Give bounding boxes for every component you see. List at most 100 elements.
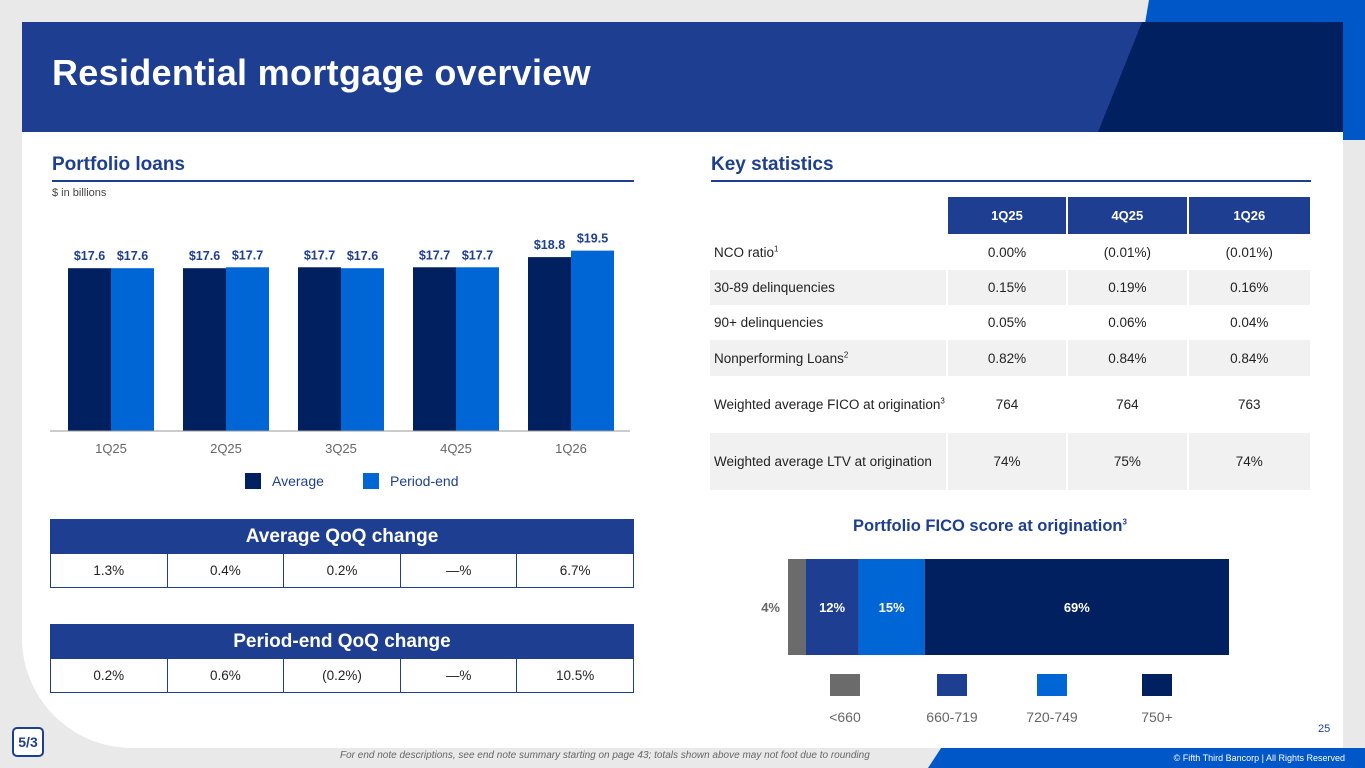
bar-value-label: $17.6 [117, 249, 148, 263]
footer-accent [928, 748, 1365, 768]
key-statistics-title: Key statistics [711, 154, 834, 175]
fico-segment-label: 12% [819, 600, 845, 615]
table-cell: 0.84% [1186, 340, 1310, 376]
table-header-row: 1Q25 4Q25 1Q26 [710, 197, 1310, 234]
key-statistics-table: 1Q25 4Q25 1Q26 NCO ratio1 0.00% (0.01%) … [710, 197, 1310, 490]
average-qoq-cell: 6.7% [559, 563, 591, 578]
fico-chart-title-text: Portfolio FICO score at origination [853, 517, 1123, 535]
bar-value-label: $17.6 [74, 249, 105, 263]
portfolio-loans-title: Portfolio loans [52, 154, 185, 175]
footnote-ref: 1 [774, 244, 779, 253]
key-statistics-rule [711, 180, 1311, 182]
table-cell: 764 [1066, 376, 1188, 433]
legend-period-end-label: Period-end [390, 473, 459, 489]
fico-segment-label: 69% [1064, 600, 1090, 615]
row-label: 30-89 delinquencies [710, 270, 947, 305]
bar-period-end [341, 268, 384, 431]
table-cell: 0.84% [1066, 340, 1188, 376]
table-cell: 0.06% [1066, 305, 1188, 340]
fico-legend-swatch [937, 674, 967, 696]
fico-segment [805, 559, 859, 655]
fico-legend-label: <660 [829, 709, 861, 725]
page-title: Residential mortgage overview [52, 52, 591, 93]
row-label: Weighted average LTV at origination [710, 433, 947, 490]
table-cell: 764 [945, 376, 1068, 433]
average-qoq-row: 1.3% 0.4% 0.2% —% 6.7% [50, 554, 634, 588]
page-number: 25 [1318, 723, 1331, 735]
copyright: © Fifth Third Bancorp | All Rights Reser… [1173, 753, 1345, 763]
bar-value-label: $19.5 [577, 232, 608, 246]
row-label: Nonperforming Loans2 [710, 340, 947, 376]
column-header: 1Q26 [1186, 197, 1310, 234]
fifth-third-logo-icon: 5/3 [12, 727, 44, 757]
row-label: Weighted average FICO at origination3 [710, 376, 947, 433]
fico-legend-label: 750+ [1141, 709, 1173, 725]
table-cell: (0.01%) [1066, 234, 1188, 270]
segment-group: 4% 12% 15% 69% [761, 559, 1229, 655]
average-qoq-cell: —% [401, 554, 518, 587]
average-qoq-cell: 0.2% [284, 554, 401, 587]
bar-value-label: $17.6 [347, 249, 378, 263]
portfolio-loans-rule [52, 180, 634, 182]
column-header: 4Q25 [1066, 197, 1188, 234]
table-cell: 74% [1186, 433, 1310, 490]
legend-average: Average [245, 473, 324, 489]
legend-period-end: Period-end [363, 473, 459, 489]
table-cell: 0.15% [945, 270, 1068, 305]
x-tick-label: 4Q25 [440, 441, 472, 456]
bar-average [183, 268, 226, 431]
period-end-qoq-table: Period-end QoQ change 0.2% 0.6% (0.2%) —… [50, 624, 634, 693]
x-tick-label: 1Q26 [555, 441, 587, 456]
column-header: 1Q25 [945, 197, 1068, 234]
fico-legend-label: 720-749 [1026, 709, 1078, 725]
fico-legend-swatch [1037, 674, 1067, 696]
period-end-qoq-cell: (0.2%) [284, 659, 401, 692]
x-tick-label: 3Q25 [325, 441, 357, 456]
period-end-qoq-cell: —% [401, 659, 518, 692]
fico-chart-title: Portfolio FICO score at origination3 [853, 517, 1127, 536]
table-header-blank [710, 197, 947, 234]
bar-period-end [456, 267, 499, 431]
fico-segment [924, 559, 1229, 655]
table-cell: 75% [1066, 433, 1188, 490]
bar-value-label: $18.8 [534, 238, 565, 252]
period-end-qoq-title: Period-end QoQ change [50, 624, 634, 659]
units-note: $ in billions [52, 187, 107, 199]
period-end-qoq-cell: 0.2% [51, 659, 168, 692]
bar-period-end [226, 267, 269, 431]
fico-legend-swatch [830, 674, 860, 696]
footer-note: For end note descriptions, see end note … [340, 750, 870, 761]
bar-average [528, 257, 571, 431]
fico-legend-swatch [1142, 674, 1172, 696]
row-label-text: Nonperforming Loans [714, 350, 844, 366]
bar-value-label: $17.7 [232, 248, 263, 262]
bar-average [68, 268, 111, 431]
footnote-ref: 3 [1122, 517, 1127, 527]
legend-average-swatch [245, 473, 261, 489]
bar-period-end [111, 268, 154, 431]
bar-value-label: $17.7 [462, 248, 493, 262]
table-row: 30-89 delinquencies 0.15% 0.19% 0.16% [710, 270, 1310, 305]
legend-average-label: Average [272, 473, 324, 489]
x-tick-label: 2Q25 [210, 441, 242, 456]
average-qoq-title: Average QoQ change [50, 519, 634, 554]
row-label-text: NCO ratio [714, 244, 775, 260]
table-row: Weighted average LTV at origination 74% … [710, 433, 1310, 490]
footnote-ref: 2 [843, 350, 849, 359]
bar-value-label: $17.7 [419, 248, 450, 262]
period-end-qoq-cell: 10.5% [556, 668, 595, 683]
bar-value-label: $17.7 [304, 248, 335, 262]
bar-group: $17.6 $17.6 $17.6 $17.7 $17.7 $17.6 $17.7 $17.7… [68, 232, 614, 431]
bar-average [298, 267, 341, 431]
row-label: NCO ratio1 [710, 234, 947, 270]
fico-legend: <660 660-719 720-749 750+ [829, 674, 1173, 725]
period-end-qoq-cell: 0.6% [168, 659, 285, 692]
bar-average [413, 267, 456, 431]
portfolio-loans-chart: $17.6 $17.6 $17.6 $17.7 $17.7 $17.6 $17.7 $17.7… [50, 232, 630, 456]
table-cell: (0.01%) [1186, 234, 1310, 270]
legend-period-end-swatch [363, 473, 379, 489]
table-row: 90+ delinquencies 0.05% 0.06% 0.04% [710, 305, 1310, 340]
table-row: Weighted average FICO at origination3 76… [710, 376, 1310, 433]
fico-segment [788, 559, 806, 655]
